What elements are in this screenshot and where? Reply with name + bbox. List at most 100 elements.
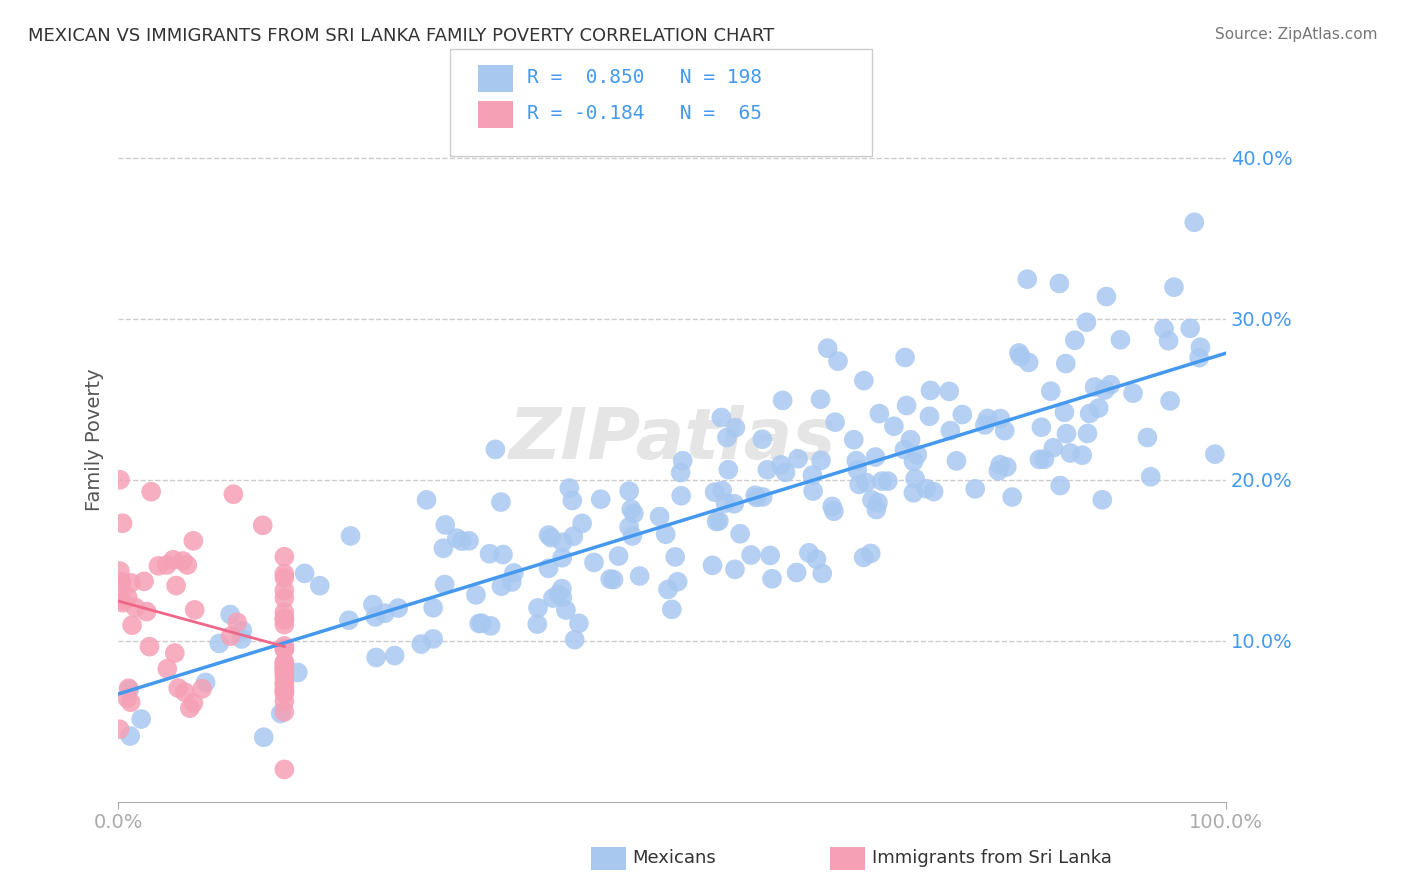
Point <box>724 562 747 576</box>
Point <box>1010 350 1032 364</box>
Point <box>273 656 295 670</box>
Point <box>294 566 316 581</box>
Point <box>987 464 1010 478</box>
Point <box>551 550 574 565</box>
Point <box>717 463 740 477</box>
Point <box>842 433 865 447</box>
Point <box>801 484 824 499</box>
Point <box>706 515 728 529</box>
Point <box>273 663 295 677</box>
Point <box>273 670 295 684</box>
Point <box>761 572 783 586</box>
Point <box>451 534 474 549</box>
Point <box>117 591 139 605</box>
Point <box>756 463 779 477</box>
Point <box>252 518 274 533</box>
Point <box>845 453 868 467</box>
Point <box>273 684 295 698</box>
Point <box>273 681 295 696</box>
Point <box>702 558 724 573</box>
Point <box>938 384 960 399</box>
Point <box>273 660 295 674</box>
Point <box>551 591 574 605</box>
Text: Immigrants from Sri Lanka: Immigrants from Sri Lanka <box>872 849 1112 867</box>
Point <box>172 554 194 568</box>
Point <box>669 489 692 503</box>
Point <box>1153 321 1175 335</box>
Point <box>751 490 773 504</box>
Text: Mexicans: Mexicans <box>633 849 717 867</box>
Point <box>865 450 887 464</box>
Point <box>148 558 170 573</box>
Point <box>801 468 824 483</box>
Point <box>707 514 730 528</box>
Point <box>458 533 481 548</box>
Point <box>492 548 515 562</box>
Point <box>852 374 875 388</box>
Point <box>183 533 205 548</box>
Point <box>1159 393 1181 408</box>
Point <box>120 575 142 590</box>
Point <box>501 574 523 589</box>
Point <box>273 611 295 625</box>
Point <box>562 529 585 543</box>
Point <box>1053 405 1076 419</box>
Point <box>108 723 131 737</box>
Point <box>547 587 569 601</box>
Point <box>827 354 849 368</box>
Point <box>568 616 591 631</box>
Point <box>121 618 143 632</box>
Point <box>183 696 205 710</box>
Point <box>1084 380 1107 394</box>
Point <box>1163 280 1185 294</box>
Point <box>751 432 773 446</box>
Point <box>628 569 651 583</box>
Point <box>1178 321 1201 335</box>
Point <box>1059 446 1081 460</box>
Point <box>231 624 253 638</box>
Point <box>468 616 491 631</box>
Point <box>422 632 444 646</box>
Point <box>860 493 883 508</box>
Point <box>1063 333 1085 347</box>
Point <box>1056 426 1078 441</box>
Point <box>1109 333 1132 347</box>
Point <box>846 463 869 477</box>
Point <box>866 495 889 509</box>
Point <box>811 566 834 581</box>
Point <box>115 691 138 706</box>
Point <box>1001 490 1024 504</box>
Point <box>1188 351 1211 365</box>
Text: Source: ZipAtlas.com: Source: ZipAtlas.com <box>1215 27 1378 42</box>
Point <box>903 454 925 468</box>
Point <box>527 601 550 615</box>
Point <box>1139 470 1161 484</box>
Point <box>446 531 468 545</box>
Point <box>273 659 295 673</box>
Point <box>273 591 295 605</box>
Point <box>848 477 870 491</box>
Point <box>273 694 295 708</box>
Point <box>339 529 361 543</box>
Point <box>589 492 612 507</box>
Point <box>745 491 768 505</box>
Point <box>411 637 433 651</box>
Point <box>797 546 820 560</box>
Point <box>273 613 295 627</box>
Point <box>1122 386 1144 401</box>
Point <box>231 632 253 646</box>
Point <box>904 472 927 486</box>
Point <box>273 686 295 700</box>
Point <box>711 483 734 498</box>
Point <box>672 453 695 467</box>
Point <box>602 573 624 587</box>
Point <box>810 453 832 467</box>
Point <box>564 632 586 647</box>
Point <box>118 682 141 697</box>
Text: R =  0.850   N = 198: R = 0.850 N = 198 <box>527 68 762 87</box>
Point <box>173 685 195 699</box>
Point <box>883 419 905 434</box>
Point <box>273 665 295 680</box>
Point <box>1087 401 1109 415</box>
Point <box>132 574 155 589</box>
